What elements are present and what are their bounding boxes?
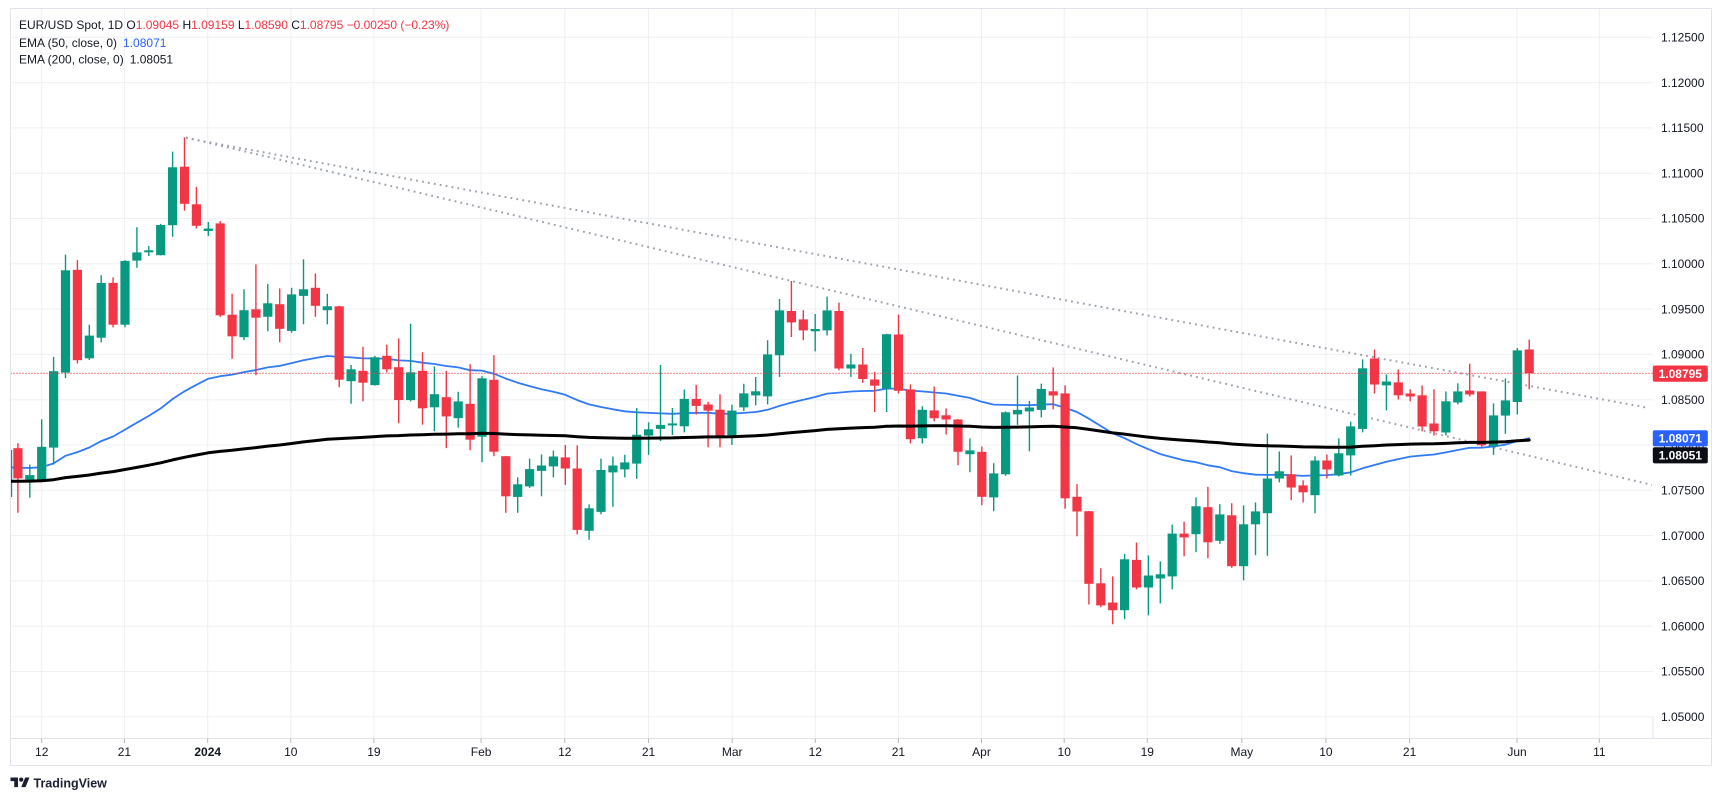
svg-text:1.08500: 1.08500 xyxy=(1661,393,1705,407)
svg-text:10: 10 xyxy=(1319,745,1333,759)
svg-text:EUR/USD Spot, 1D O1.09045 H1.0: EUR/USD Spot, 1D O1.09045 H1.09159 L1.08… xyxy=(19,18,449,32)
svg-text:19: 19 xyxy=(1141,745,1155,759)
svg-text:10: 10 xyxy=(1058,745,1072,759)
svg-text:TradingView: TradingView xyxy=(34,777,108,791)
svg-text:Feb: Feb xyxy=(471,745,492,759)
svg-text:1.10000: 1.10000 xyxy=(1661,257,1705,271)
svg-text:1.10500: 1.10500 xyxy=(1661,212,1705,226)
svg-text:10: 10 xyxy=(284,745,298,759)
svg-text:1.12000: 1.12000 xyxy=(1661,76,1705,90)
svg-text:21: 21 xyxy=(118,745,132,759)
svg-text:11: 11 xyxy=(1593,745,1606,759)
svg-text:1.05000: 1.05000 xyxy=(1661,710,1705,724)
svg-text:May: May xyxy=(1230,745,1253,759)
svg-text:12: 12 xyxy=(35,745,49,759)
svg-text:12: 12 xyxy=(809,745,823,759)
svg-text:21: 21 xyxy=(642,745,656,759)
svg-text:1.08071: 1.08071 xyxy=(1659,432,1703,446)
svg-text:21: 21 xyxy=(892,745,906,759)
svg-text:Apr: Apr xyxy=(972,745,991,759)
svg-text:1.07000: 1.07000 xyxy=(1661,529,1705,543)
svg-text:1.12500: 1.12500 xyxy=(1661,31,1705,45)
svg-text:1.08051: 1.08051 xyxy=(1659,449,1703,463)
svg-text:EMA (50, close, 0) 1.08071: EMA (50, close, 0) 1.08071 xyxy=(19,36,167,50)
svg-text:1.06000: 1.06000 xyxy=(1661,619,1705,633)
svg-text:1.06500: 1.06500 xyxy=(1661,574,1705,588)
svg-text:1.09500: 1.09500 xyxy=(1661,302,1705,316)
svg-text:19: 19 xyxy=(367,745,381,759)
svg-text:EMA (200, close, 0) 1.08051: EMA (200, close, 0) 1.08051 xyxy=(19,53,173,67)
svg-text:12: 12 xyxy=(558,745,572,759)
svg-text:1.08795: 1.08795 xyxy=(1659,367,1703,381)
svg-text:21: 21 xyxy=(1403,745,1417,759)
svg-text:1.11000: 1.11000 xyxy=(1661,166,1704,180)
svg-text:1.07500: 1.07500 xyxy=(1661,484,1705,498)
svg-text:2024: 2024 xyxy=(194,745,221,759)
svg-text:1.05500: 1.05500 xyxy=(1661,665,1705,679)
svg-text:Mar: Mar xyxy=(722,745,743,759)
svg-text:Jun: Jun xyxy=(1507,745,1526,759)
svg-text:1.09000: 1.09000 xyxy=(1661,348,1705,362)
svg-text:1.11500: 1.11500 xyxy=(1661,121,1704,135)
